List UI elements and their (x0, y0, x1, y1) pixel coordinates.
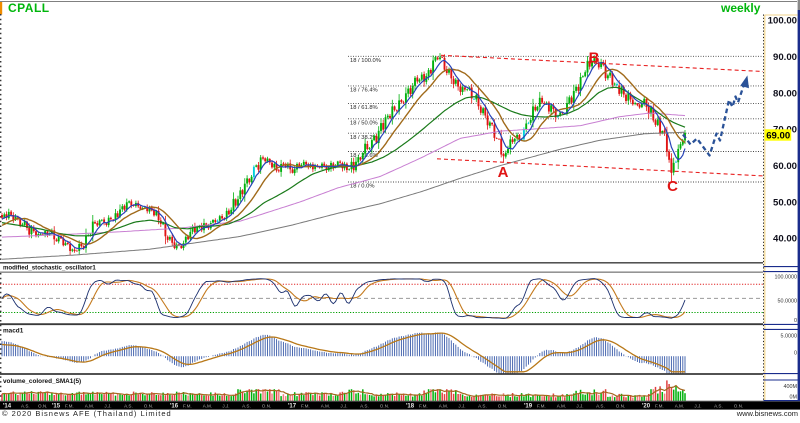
svg-text:60.00: 60.00 (773, 161, 797, 172)
svg-text:A.M.: A.M. (85, 403, 94, 408)
svg-text:A.S.: A.S. (124, 403, 133, 408)
svg-text:C: C (667, 178, 678, 195)
svg-text:400M: 400M (784, 384, 798, 390)
svg-text:modified_stochastic_oscillator: modified_stochastic_oscillator1 (3, 265, 96, 272)
svg-text:O.N.: O.N. (734, 403, 743, 408)
svg-text:A.S.: A.S. (360, 403, 369, 408)
svg-text:A.M.: A.M. (557, 403, 566, 408)
svg-text:J.J.: J.J. (576, 403, 583, 408)
svg-text:18 / 23.6%: 18 / 23.6% (350, 153, 378, 159)
svg-text:0: 0 (794, 351, 797, 357)
svg-text:18 / 50.0%: 18 / 50.0% (350, 120, 378, 126)
svg-text:A.S.: A.S. (242, 403, 251, 408)
svg-text:'14: '14 (3, 404, 12, 410)
svg-text:50.0000: 50.0000 (778, 299, 798, 305)
svg-text:100.0000: 100.0000 (775, 275, 797, 281)
svg-text:0M: 0M (790, 395, 798, 401)
svg-text:macd1: macd1 (3, 328, 24, 335)
svg-text:J.J.: J.J. (222, 403, 229, 408)
svg-text:www.bisnews.com: www.bisnews.com (736, 409, 798, 418)
svg-text:F.M.: F.M. (655, 403, 664, 408)
svg-text:A.S.: A.S. (478, 403, 487, 408)
svg-text:18 / 61.8%: 18 / 61.8% (350, 105, 378, 111)
svg-text:O.N.: O.N. (498, 403, 507, 408)
svg-text:A.M.: A.M. (439, 403, 448, 408)
svg-text:O.N.: O.N. (380, 403, 389, 408)
svg-text:J.J.: J.J. (694, 403, 701, 408)
svg-text:18 / 100.0%: 18 / 100.0% (350, 58, 381, 64)
svg-text:A.S.: A.S. (21, 403, 30, 408)
svg-text:J.J.: J.J. (104, 403, 111, 408)
svg-text:A.M.: A.M. (675, 403, 684, 408)
svg-text:A.M.: A.M. (203, 403, 212, 408)
svg-text:© 2020 Bisnews AFE (Thailand): © 2020 Bisnews AFE (Thailand) Limited (2, 409, 172, 418)
svg-text:A.S.: A.S. (714, 403, 723, 408)
svg-text:volume_colored_SMA1(5): volume_colored_SMA1(5) (3, 378, 81, 385)
svg-text:F.M.: F.M. (537, 403, 546, 408)
svg-text:0: 0 (794, 318, 797, 324)
svg-text:F.M.: F.M. (301, 403, 310, 408)
svg-text:F.M.: F.M. (65, 403, 74, 408)
svg-text:90.00: 90.00 (773, 52, 797, 63)
svg-text:O.N.: O.N. (616, 403, 625, 408)
svg-text:O.N.: O.N. (38, 403, 47, 408)
svg-text:weekly: weekly (720, 1, 761, 15)
svg-text:'20: '20 (642, 404, 651, 410)
svg-text:B: B (589, 50, 600, 67)
svg-text:F.M.: F.M. (183, 403, 192, 408)
svg-text:J.J.: J.J. (458, 403, 465, 408)
svg-text:CPALL: CPALL (8, 1, 50, 15)
svg-text:O.N.: O.N. (262, 403, 271, 408)
svg-text:100.00: 100.00 (768, 16, 797, 27)
svg-text:40.00: 40.00 (773, 234, 797, 245)
svg-text:'18: '18 (406, 404, 415, 410)
svg-text:A.M.: A.M. (321, 403, 330, 408)
svg-text:5.0000: 5.0000 (781, 334, 798, 340)
svg-text:'16: '16 (170, 404, 179, 410)
svg-text:50.00: 50.00 (773, 197, 797, 208)
svg-text:O.N.: O.N. (144, 403, 153, 408)
svg-text:18 / 76.4%: 18 / 76.4% (350, 88, 378, 94)
svg-text:F.M.: F.M. (419, 403, 428, 408)
svg-text:'17: '17 (288, 404, 297, 410)
svg-text:J.J.: J.J. (340, 403, 347, 408)
svg-text:69.00: 69.00 (766, 131, 790, 142)
svg-text:A: A (498, 164, 509, 181)
svg-text:18 / 0.0%: 18 / 0.0% (350, 184, 375, 190)
svg-text:80.00: 80.00 (773, 88, 797, 99)
svg-text:18 / 38.2%: 18 / 38.2% (350, 135, 378, 141)
svg-text:'15: '15 (52, 404, 61, 410)
svg-text:'19: '19 (524, 404, 533, 410)
svg-text:A.S.: A.S. (596, 403, 605, 408)
